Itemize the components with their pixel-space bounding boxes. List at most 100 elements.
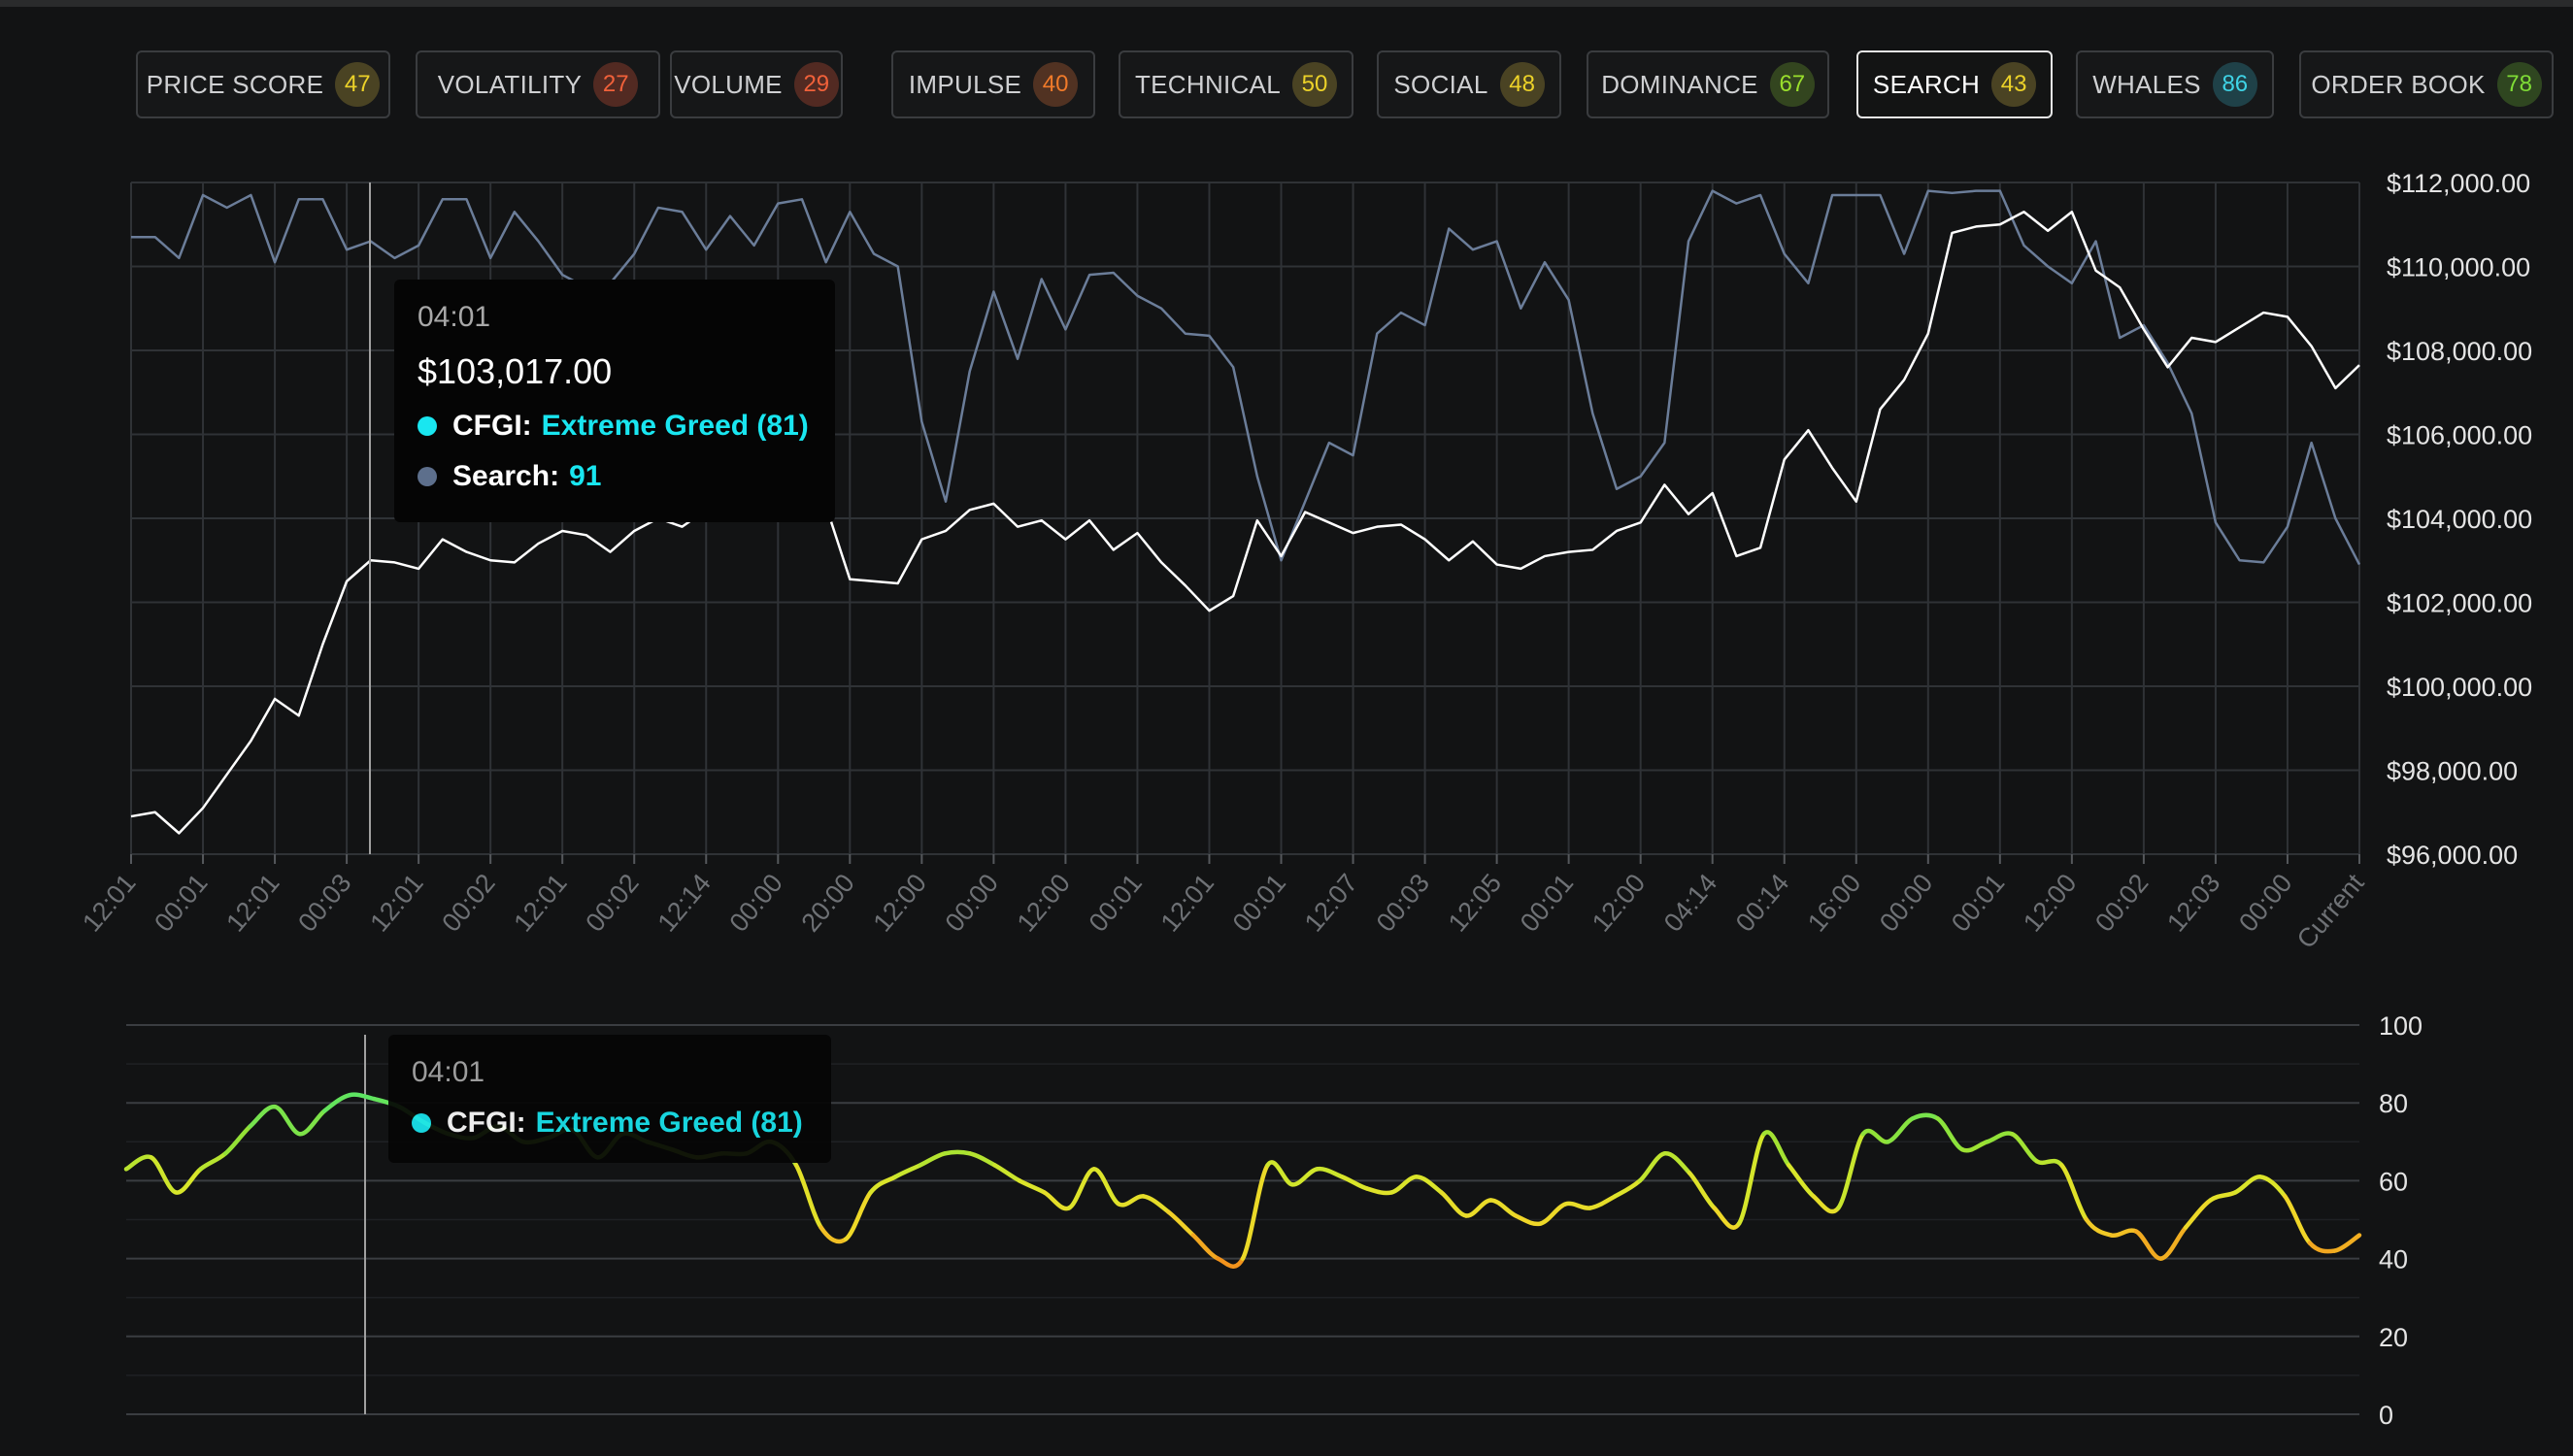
cfgi-line-segment (248, 1104, 278, 1129)
tab-label: DOMINANCE (1601, 69, 1758, 99)
cfgi-tooltip-time: 04:01 (412, 1056, 485, 1088)
price-line (130, 211, 2360, 835)
cfgi-tooltip-label: CFGI: (447, 1107, 526, 1139)
tab-score-badge: 29 (793, 62, 839, 107)
cfgi-line-segment (2133, 1229, 2163, 1261)
cfgi-line-segment (1836, 1132, 1866, 1210)
x-tick-label: 12:00 (2018, 869, 2082, 938)
cfgi-line-segment (1289, 1167, 1320, 1187)
tooltip-search-value: 91 (569, 460, 602, 492)
x-tick-label: 12:05 (1443, 869, 1507, 938)
x-tick-label: 00:02 (580, 869, 644, 938)
cfgi-line-segment (1562, 1201, 1593, 1210)
x-tick-label: 00:00 (940, 869, 1004, 938)
x-tick-label: 12:01 (220, 869, 284, 938)
cfgi-line-segment (2232, 1175, 2263, 1195)
cfgi-line-segment (1066, 1167, 1096, 1210)
y-tick-label: $106,000.00 (2387, 421, 2532, 450)
tab-label: VOLATILITY (437, 69, 583, 99)
cfgi-line-segment (943, 1149, 973, 1156)
cfgi-dot-icon (418, 416, 437, 436)
tab-order-book[interactable]: ORDER BOOK 78 (2299, 50, 2554, 118)
tab-label: SOCIAL (1393, 69, 1488, 99)
cfgi-line-segment (1265, 1160, 1295, 1187)
cfgi-y-tick-label: 0 (2379, 1401, 2393, 1430)
cfgi-line-segment (1761, 1130, 1791, 1168)
x-tick-label: Current (2291, 868, 2370, 954)
x-tick-label: 12:00 (1012, 869, 1076, 938)
tooltip-price: $103,017.00 (418, 351, 613, 391)
cfgi-line-segment (1786, 1163, 1817, 1199)
cfgi-line-segment (1364, 1186, 1394, 1196)
cfgi-y-tick-label: 20 (2379, 1323, 2408, 1352)
tab-technical[interactable]: TECHNICAL 50 (1119, 50, 1353, 118)
y-tick-label: $112,000.00 (2387, 169, 2530, 198)
tab-whales[interactable]: WHALES 86 (2076, 50, 2274, 118)
cfgi-y-tick-label: 40 (2379, 1245, 2408, 1274)
tab-score-badge: 50 (1292, 62, 1338, 107)
tooltip-search-label: Search: (452, 460, 560, 492)
tab-search[interactable]: SEARCH 43 (1856, 50, 2053, 118)
cfgi-line-segment (2257, 1175, 2288, 1199)
tab-score-badge: 40 (1033, 62, 1079, 107)
tab-label: IMPULSE (908, 69, 1022, 99)
tab-volume[interactable]: VOLUME 29 (670, 50, 843, 118)
cfgi-line-segment (1637, 1151, 1667, 1183)
search-interest-line (131, 189, 2361, 566)
tab-volatility[interactable]: VOLATILITY 27 (416, 50, 660, 118)
x-tick-label: 12:00 (868, 869, 932, 938)
tooltip-cfgi-row: CFGI: Extreme Greed (81) (418, 410, 812, 443)
y-tick-label: $104,000.00 (2387, 505, 2532, 534)
cfgi-line-segment (892, 1163, 923, 1179)
cfgi-line-segment (2283, 1194, 2313, 1245)
tab-score-badge: 43 (1991, 62, 2037, 107)
cfgi-line-segment (1538, 1202, 1568, 1226)
tab-label: TECHNICAL (1134, 69, 1282, 99)
cfgi-line-segment (1116, 1194, 1147, 1208)
cfgi-line-segment (1662, 1151, 1692, 1175)
cfgi-dot-icon (412, 1113, 431, 1133)
tab-score-badge: 27 (593, 62, 639, 107)
cfgi-line-segment (2009, 1132, 2040, 1164)
search-dot-icon (418, 467, 437, 486)
x-tick-label: 00:02 (436, 869, 500, 938)
x-tick-label: 12:01 (1155, 869, 1220, 938)
tab-label: PRICE SCORE (146, 69, 324, 99)
tab-label: VOLUME (674, 69, 783, 99)
tab-label: ORDER BOOK (2311, 69, 2486, 99)
cfgi-line-segment (2307, 1241, 2337, 1254)
cfgi-line-segment (1886, 1115, 1916, 1144)
x-tick-label: 00:02 (2089, 869, 2154, 938)
cfgi-line-segment (843, 1190, 873, 1241)
cfgi-line-segment (222, 1124, 253, 1156)
tab-dominance[interactable]: DOMINANCE 67 (1587, 50, 1829, 118)
x-tick-label: 00:00 (723, 869, 787, 938)
cfgi-line-segment (198, 1151, 228, 1172)
tab-score-badge: 78 (2496, 62, 2542, 107)
cfgi-tooltip-value: Extreme Greed (81) (535, 1107, 803, 1139)
cfgi-line-segment (273, 1104, 303, 1137)
cfgi-line-segment (1959, 1140, 1989, 1153)
cfgi-line-segment (1463, 1198, 1493, 1218)
y-tick-label: $98,000.00 (2387, 757, 2518, 786)
x-tick-label: 04:14 (1658, 869, 1722, 938)
cfgi-line-segment (1190, 1233, 1220, 1261)
cfgi-line-segment (2059, 1163, 2089, 1222)
tab-impulse[interactable]: IMPULSE 40 (891, 50, 1095, 118)
tab-price-score[interactable]: PRICE SCORE 47 (136, 50, 390, 118)
cfgi-line-segment (1042, 1190, 1072, 1211)
cfgi-line-segment (1439, 1190, 1469, 1218)
cfgi-y-tick-label: 100 (2379, 1011, 2423, 1041)
x-tick-label: 00:01 (1227, 869, 1291, 938)
x-tick-label: 00:01 (1946, 869, 2010, 938)
y-tick-label: $108,000.00 (2387, 337, 2532, 366)
cfgi-line-segment (1414, 1175, 1444, 1195)
cfgi-line-segment (1587, 1194, 1618, 1210)
tooltip-search-row: Search: 91 (418, 460, 812, 493)
cfgi-line-segment (1935, 1115, 1965, 1152)
x-tick-label: 00:03 (1371, 869, 1435, 938)
tab-score-badge: 67 (1769, 62, 1815, 107)
tab-social[interactable]: SOCIAL 48 (1377, 50, 1561, 118)
cfgi-line-segment (967, 1151, 997, 1168)
